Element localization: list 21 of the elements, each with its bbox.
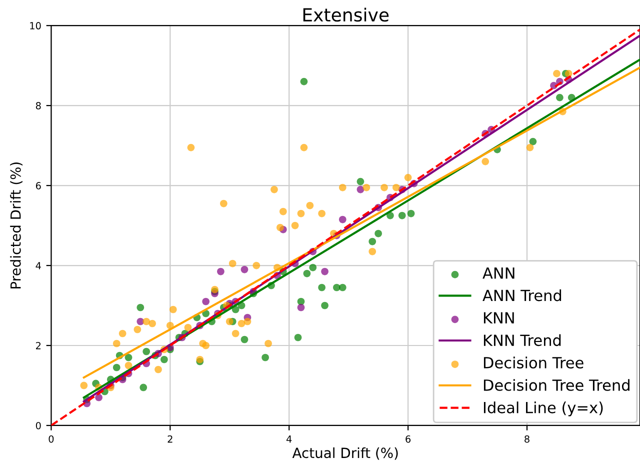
y-tick-label: 4 <box>36 262 41 270</box>
y-axis-title: Predicted Drift (%) <box>10 162 22 288</box>
y-tick-label: 10 <box>30 22 41 30</box>
legend-label: ANN Trend <box>482 289 562 302</box>
legend-label: KNN Trend <box>484 334 561 346</box>
x-tick-label: 0 <box>48 435 54 443</box>
x-axis-title: Actual Drift (%) <box>292 447 398 460</box>
y-tick-label: 0 <box>36 422 41 430</box>
legend-label: Decision Tree <box>484 356 584 368</box>
y-tick-label: 6 <box>36 182 41 190</box>
x-tick-label: 8 <box>524 435 530 443</box>
legend-label: KNN <box>484 312 514 324</box>
x-tick-label: 6 <box>406 435 411 443</box>
legend-label: Decision Tree Trend <box>484 379 630 391</box>
chart-title: Extensive <box>303 8 389 22</box>
legend-label: Ideal Line (y=x) <box>484 402 603 416</box>
x-tick-label: 2 <box>168 435 172 443</box>
y-tick-label: 8 <box>36 102 41 110</box>
y-tick-label: 2 <box>36 342 41 350</box>
legend-label: ANN <box>482 267 514 279</box>
x-tick-label: 4 <box>286 435 292 443</box>
